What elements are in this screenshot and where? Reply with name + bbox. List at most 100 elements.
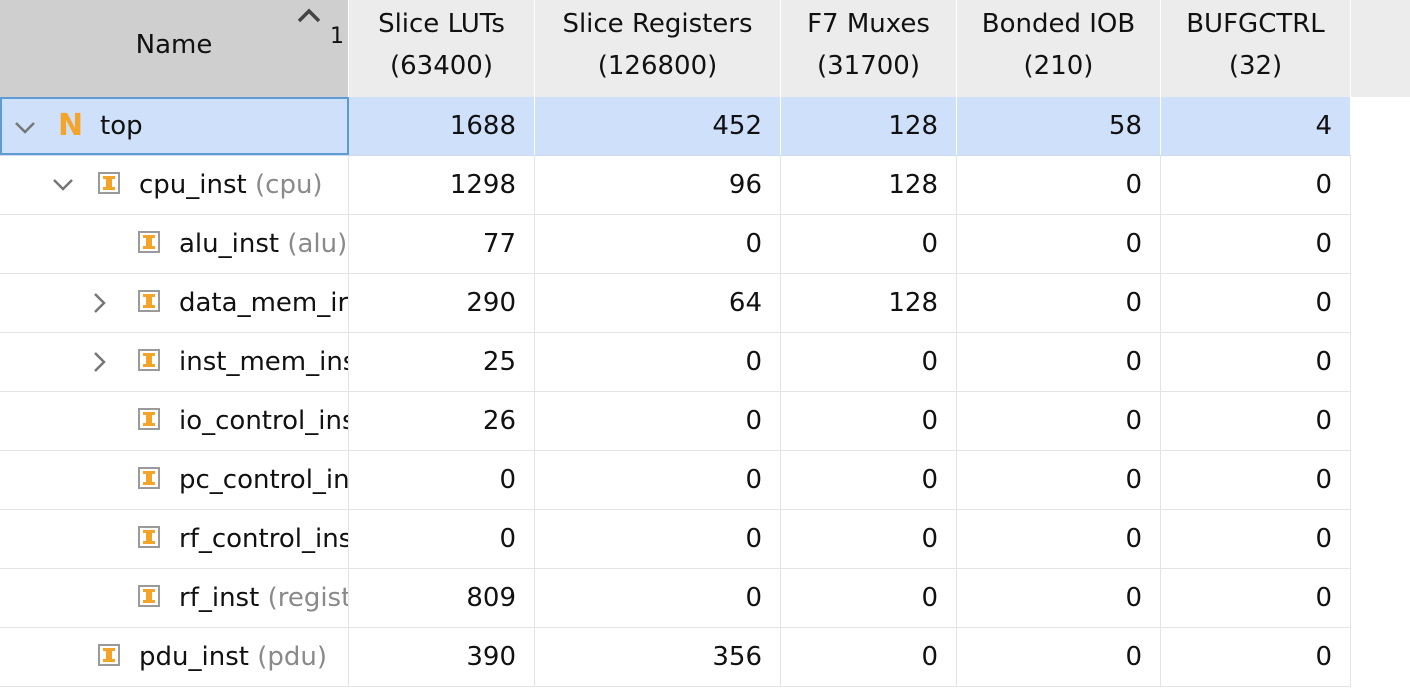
column-header-capacity: (31700) (817, 51, 920, 81)
name-cell[interactable]: inst_mem_ins (0, 333, 349, 391)
instance-name: top (100, 111, 143, 141)
module-type: (alu) (287, 229, 348, 259)
cell-bonded-iob: 0 (957, 569, 1161, 627)
cell-slice-registers: 0 (535, 215, 781, 273)
instance-name: pdu_inst (139, 642, 249, 672)
name-cell[interactable]: io_control_ins (0, 392, 349, 450)
module-type: (regist (267, 583, 349, 613)
cell-bufgctrl: 0 (1161, 569, 1351, 627)
instance-name: data_mem_ir (179, 288, 349, 318)
name-cell[interactable]: rf_inst (regist (0, 569, 349, 627)
empty-area (1351, 97, 1410, 700)
cell-slice-luts: 0 (349, 451, 535, 509)
name-cell[interactable]: pc_control_in (0, 451, 349, 509)
instance-label: io_control_ins (179, 392, 348, 450)
cell-bonded-iob: 58 (957, 97, 1161, 155)
cell-slice-luts: 1688 (349, 97, 535, 155)
cell-bufgctrl: 0 (1161, 156, 1351, 214)
name-cell[interactable]: cpu_inst (cpu) (0, 156, 349, 214)
name-cell[interactable]: data_mem_ir (0, 274, 349, 332)
cell-bonded-iob: 0 (957, 451, 1161, 509)
chevron-down-icon[interactable] (52, 176, 74, 194)
cell-slice-registers: 0 (535, 333, 781, 391)
instance-name: inst_mem_ins (179, 347, 349, 377)
table-row[interactable]: data_mem_ir 290 64 128 0 0 (0, 274, 1351, 333)
table-row[interactable]: alu_inst (alu) 77 0 0 0 0 (0, 215, 1351, 274)
instance-icon (98, 172, 120, 194)
instance-label: pc_control_in (179, 451, 348, 509)
cell-slice-luts: 290 (349, 274, 535, 332)
cell-f7-muxes: 128 (781, 156, 957, 214)
column-header-label: Bonded IOB (981, 9, 1136, 39)
cell-slice-registers: 96 (535, 156, 781, 214)
cell-slice-registers: 356 (535, 628, 781, 686)
chevron-down-icon[interactable] (14, 119, 36, 137)
name-cell[interactable]: rf_control_ins (0, 510, 349, 568)
cell-bonded-iob: 0 (957, 333, 1161, 391)
column-header-name[interactable]: Name 1 (0, 0, 349, 97)
instance-label: pdu_inst (pdu) (139, 628, 327, 686)
cell-bufgctrl: 0 (1161, 333, 1351, 391)
name-cell[interactable]: pdu_inst (pdu) (0, 628, 349, 686)
cell-slice-luts: 25 (349, 333, 535, 391)
instance-name: cpu_inst (139, 170, 247, 200)
cell-slice-registers: 0 (535, 451, 781, 509)
cell-f7-muxes: 128 (781, 274, 957, 332)
instance-icon (138, 349, 160, 371)
chevron-right-icon[interactable] (92, 292, 106, 314)
instance-label: rf_inst (regist (179, 569, 349, 627)
table-row[interactable]: io_control_ins 26 0 0 0 0 (0, 392, 1351, 451)
column-header-label: F7 Muxes (807, 9, 930, 39)
cell-f7-muxes: 0 (781, 510, 957, 568)
instance-label: rf_control_ins (179, 510, 348, 568)
table-row[interactable]: rf_control_ins 0 0 0 0 0 (0, 510, 1351, 569)
cell-slice-registers: 64 (535, 274, 781, 332)
column-header-f7-muxes[interactable]: F7 Muxes (31700) (781, 0, 957, 97)
instance-name: rf_inst (179, 583, 260, 613)
instance-label: inst_mem_ins (179, 333, 349, 391)
instance-icon (138, 526, 160, 548)
cell-f7-muxes: 0 (781, 333, 957, 391)
column-header-bonded-iob[interactable]: Bonded IOB (210) (957, 0, 1161, 97)
table-row[interactable]: inst_mem_ins 25 0 0 0 0 (0, 333, 1351, 392)
cell-bonded-iob: 0 (957, 215, 1161, 273)
instance-label: cpu_inst (cpu) (139, 156, 323, 214)
instance-label: alu_inst (alu) (179, 215, 347, 273)
column-header-bufgctrl[interactable]: BUFGCTRL (32) (1161, 0, 1351, 97)
cell-bufgctrl: 0 (1161, 392, 1351, 450)
column-header-label: BUFGCTRL (1186, 9, 1325, 39)
column-header-capacity: (126800) (597, 51, 718, 81)
cell-bonded-iob: 0 (957, 274, 1161, 332)
chevron-right-icon[interactable] (92, 351, 106, 373)
cell-bufgctrl: 4 (1161, 97, 1351, 155)
table-header: Name 1 Slice LUTs (63400) Slice Registers (12… (0, 0, 1410, 97)
table-row[interactable]: cpu_inst (cpu) 1298 96 128 0 0 (0, 156, 1351, 215)
instance-name: alu_inst (179, 229, 280, 259)
column-header-capacity: (63400) (390, 51, 493, 81)
netlist-n-icon: N (58, 108, 84, 143)
cell-bonded-iob: 0 (957, 510, 1161, 568)
cell-bufgctrl: 0 (1161, 628, 1351, 686)
cell-f7-muxes: 128 (781, 97, 957, 155)
table-row[interactable]: pdu_inst (pdu) 390 356 0 0 0 (0, 628, 1351, 687)
table-row[interactable]: rf_inst (regist 809 0 0 0 0 (0, 569, 1351, 628)
sort-ascending-icon (297, 8, 321, 23)
cell-bufgctrl: 0 (1161, 274, 1351, 332)
sort-order-index: 1 (330, 24, 344, 49)
column-header-label: Slice Registers (562, 9, 753, 39)
table-row[interactable]: pc_control_in 0 0 0 0 0 (0, 451, 1351, 510)
column-header-slice-luts[interactable]: Slice LUTs (63400) (349, 0, 535, 97)
instance-icon (138, 408, 160, 430)
instance-label: top (100, 99, 143, 153)
cell-bonded-iob: 0 (957, 628, 1161, 686)
column-header-capacity: (32) (1228, 51, 1283, 81)
cell-slice-registers: 452 (535, 97, 781, 155)
cell-slice-luts: 1298 (349, 156, 535, 214)
column-header-slice-registers[interactable]: Slice Registers (126800) (535, 0, 781, 97)
cell-bufgctrl: 0 (1161, 510, 1351, 568)
name-cell[interactable]: alu_inst (alu) (0, 215, 349, 273)
cell-f7-muxes: 0 (781, 392, 957, 450)
